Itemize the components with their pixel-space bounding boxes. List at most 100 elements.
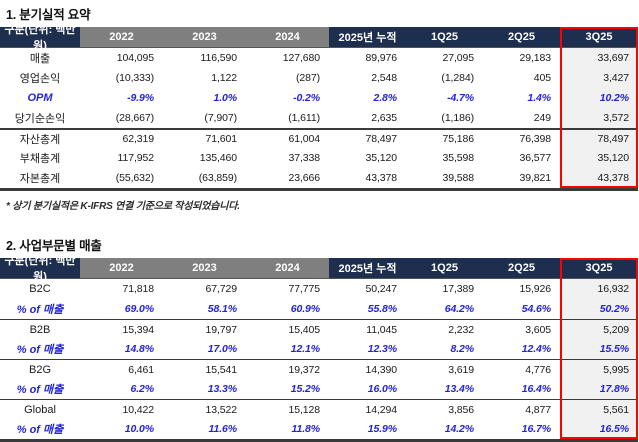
header-cell-1q25: 1Q25 xyxy=(406,27,483,47)
cell: 104,095 xyxy=(116,52,154,64)
table-row-total-assets: 자산총계 62,319 71,601 61,004 78,497 75,186 … xyxy=(0,128,638,148)
cell-highlight: 50.2% xyxy=(560,299,638,319)
header-cell-2022: 2022 xyxy=(80,27,163,47)
header-cell-category: 구분(단위: 백만원) xyxy=(0,24,80,52)
table-header-row: 구분(단위: 백만원) 2022 2023 2024 2025년 누적 1Q25… xyxy=(0,255,638,283)
cell: 36,577 xyxy=(519,152,551,164)
cell: 62,319 xyxy=(122,133,154,145)
cell: 1.4% xyxy=(527,92,551,104)
cell: (1,284) xyxy=(441,72,474,84)
quarterly-summary-table: 구분(단위: 백만원) 2022 2023 2024 2025년 누적 1Q25… xyxy=(0,24,638,191)
cell-highlight: 5,561 xyxy=(560,400,638,419)
row-label: 매출 xyxy=(29,53,51,65)
row-label: 당기순손익 xyxy=(14,113,66,125)
cell: 35,598 xyxy=(442,152,474,164)
cell: 55.8% xyxy=(367,303,397,315)
header-cell-1q25: 1Q25 xyxy=(406,258,483,278)
cell: -9.9% xyxy=(127,92,154,104)
table-row-net-income: 당기순손익 (28,667) (7,907) (1,611) 2,635 (1,… xyxy=(0,108,638,128)
kifrs-footnote: * 상기 분기실적은 K-IFRS 연결 기준으로 작성되었습니다. xyxy=(6,201,240,212)
cell: 60.9% xyxy=(290,303,320,315)
cell: 16.0% xyxy=(367,383,397,395)
cell: 58.1% xyxy=(207,303,237,315)
header-cell-2024: 2024 xyxy=(246,258,329,278)
cell: 13,522 xyxy=(205,403,237,416)
cell: 1,122 xyxy=(211,72,237,84)
segment-revenue-table: 구분(단위: 백만원) 2022 2023 2024 2025년 누적 1Q25… xyxy=(0,255,638,442)
row-label: Global xyxy=(24,403,56,416)
cell: 11.8% xyxy=(291,423,321,435)
cell: 69.0% xyxy=(124,303,154,315)
cell: 14.2% xyxy=(444,423,474,435)
cell: 116,590 xyxy=(200,52,238,64)
header-cell-2025ytd: 2025년 누적 xyxy=(329,258,406,278)
cell: 78,497 xyxy=(365,133,397,145)
cell-highlight: 17.8% xyxy=(560,379,638,399)
cell: 14,294 xyxy=(365,403,397,416)
cell: 249 xyxy=(533,112,551,124)
row-label: % of 매출 xyxy=(16,384,64,396)
cell: 64.2% xyxy=(444,303,474,315)
cell-highlight: 16,932 xyxy=(560,279,638,299)
row-label: 자산총계 xyxy=(19,134,61,146)
cell: 27,095 xyxy=(442,52,474,64)
cell: 12.4% xyxy=(521,343,551,355)
table-header-row: 구분(단위: 백만원) 2022 2023 2024 2025년 누적 1Q25… xyxy=(0,24,638,52)
cell: 67,729 xyxy=(205,283,237,295)
cell: 127,680 xyxy=(282,52,320,64)
section-gap xyxy=(0,212,639,234)
header-cell-3q25: 3Q25 xyxy=(560,27,638,47)
cell-highlight: 10.2% xyxy=(560,88,638,108)
cell: 1.0% xyxy=(213,92,237,104)
cell-highlight: 5,209 xyxy=(560,320,638,339)
cell: 4,776 xyxy=(525,363,551,376)
cell-highlight: 16.5% xyxy=(560,419,638,439)
header-cell-3q25: 3Q25 xyxy=(560,258,638,278)
table-row-global-pct: % of 매출 10.0% 11.6% 11.8% 15.9% 14.2% 16… xyxy=(0,419,638,439)
row-label: B2B xyxy=(29,323,51,336)
table-row-operating-profit: 영업손익 (10,333) 1,122 (287) 2,548 (1,284) … xyxy=(0,68,638,88)
cell: 6.2% xyxy=(130,383,154,395)
cell: 14.8% xyxy=(124,343,154,355)
cell-highlight: 35,120 xyxy=(560,148,638,168)
cell: 35,120 xyxy=(365,152,397,164)
cell: 15,128 xyxy=(288,403,320,416)
cell-highlight: 33,697 xyxy=(560,48,638,68)
cell: 10.0% xyxy=(124,423,154,435)
cell: 117,952 xyxy=(117,152,155,164)
header-cell-2023: 2023 xyxy=(163,258,246,278)
cell: 16.7% xyxy=(521,423,551,435)
cell: 29,183 xyxy=(519,52,551,64)
cell: 15.2% xyxy=(290,383,320,395)
cell: 61,004 xyxy=(288,133,320,145)
section2-title: 2. 사업부문별 매출 xyxy=(6,239,102,253)
table-row-b2b-pct: % of 매출 14.8% 17.0% 12.1% 12.3% 8.2% 12.… xyxy=(0,339,638,359)
header-cell-2024: 2024 xyxy=(246,27,329,47)
cell: 2.8% xyxy=(373,92,397,104)
cell: 12.1% xyxy=(290,343,320,355)
row-label: 자본총계 xyxy=(19,173,61,185)
cell: 3,605 xyxy=(525,323,551,336)
cell: 15,926 xyxy=(519,283,551,295)
table-row-opm: OPM -9.9% 1.0% -0.2% 2.8% -4.7% 1.4% 10.… xyxy=(0,88,638,108)
cell: 6,461 xyxy=(128,363,154,376)
table-row-b2g: B2G 6,461 15,541 19,372 14,390 3,619 4,7… xyxy=(0,359,638,379)
cell: 2,548 xyxy=(371,72,397,84)
cell: 3,619 xyxy=(448,363,474,376)
cell: 11,045 xyxy=(366,323,397,336)
cell: 2,232 xyxy=(448,323,474,336)
table-row-b2c: B2C 71,818 67,729 77,775 50,247 17,389 1… xyxy=(0,279,638,299)
cell: 37,338 xyxy=(288,152,320,164)
header-cell-2025ytd: 2025년 누적 xyxy=(329,27,406,47)
row-label: % of 매출 xyxy=(16,424,64,436)
cell: (1,611) xyxy=(288,112,320,124)
cell: (287) xyxy=(295,72,320,84)
table-row-b2c-pct: % of 매출 69.0% 58.1% 60.9% 55.8% 64.2% 54… xyxy=(0,299,638,319)
row-label: B2G xyxy=(28,363,51,376)
cell: (63,859) xyxy=(198,172,237,184)
cell: 19,372 xyxy=(288,363,320,376)
header-cell-2023: 2023 xyxy=(163,27,246,47)
cell: 89,976 xyxy=(365,52,397,64)
row-label: % of 매출 xyxy=(16,344,64,356)
cell: 13.3% xyxy=(207,383,237,395)
